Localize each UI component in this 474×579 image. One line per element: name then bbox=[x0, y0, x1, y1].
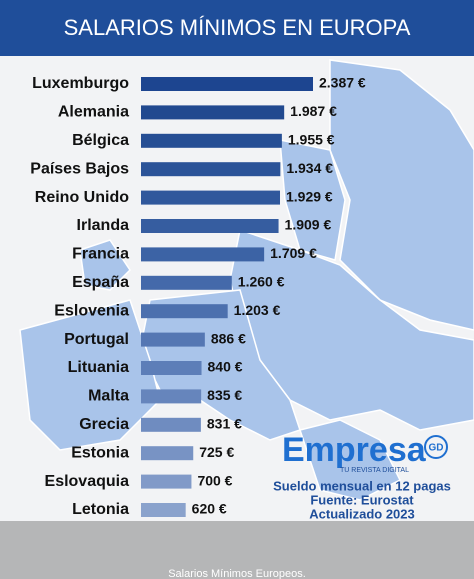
bar bbox=[141, 304, 228, 319]
value-label: 2.387 € bbox=[319, 75, 366, 91]
logo-tagline: TU REVISTA DIGITAL bbox=[340, 467, 409, 474]
bar bbox=[141, 77, 313, 91]
category-label: Estonia bbox=[71, 444, 129, 461]
title-band bbox=[0, 0, 474, 56]
category-label: Eslovenia bbox=[54, 302, 129, 319]
value-label: 831 € bbox=[207, 416, 242, 432]
category-label: Alemania bbox=[58, 104, 129, 121]
value-label: 1.934 € bbox=[286, 160, 333, 176]
bar bbox=[141, 417, 201, 432]
value-label: 886 € bbox=[211, 330, 246, 346]
value-label: 840 € bbox=[208, 359, 243, 375]
category-label: Reino Unido bbox=[35, 189, 129, 206]
value-label: 1.709 € bbox=[270, 245, 317, 261]
bar bbox=[141, 275, 232, 290]
value-label: 1.955 € bbox=[288, 132, 335, 148]
value-label: 725 € bbox=[199, 444, 234, 460]
bar bbox=[141, 162, 281, 177]
note: Fuente: Eurostat bbox=[310, 492, 414, 507]
note: Actualizado 2023 bbox=[309, 506, 415, 521]
category-label: Portugal bbox=[64, 331, 129, 348]
category-label: Países Bajos bbox=[30, 160, 129, 177]
bar bbox=[141, 219, 279, 233]
bar bbox=[141, 332, 205, 347]
logo-badge-ring bbox=[424, 435, 448, 459]
bar bbox=[141, 446, 194, 461]
chart-title: SALARIOS MÍNIMOS EN EUROPA bbox=[64, 15, 411, 40]
category-label: Irlanda bbox=[77, 217, 130, 234]
bar bbox=[141, 474, 192, 489]
caption-band bbox=[0, 521, 474, 579]
value-label: 700 € bbox=[197, 472, 232, 488]
category-label: Letonia bbox=[72, 501, 129, 518]
bar bbox=[141, 361, 202, 375]
value-label: 835 € bbox=[207, 387, 242, 403]
value-label: 1.987 € bbox=[290, 103, 337, 119]
bar bbox=[141, 190, 280, 205]
value-label: 1.929 € bbox=[286, 188, 333, 204]
bar bbox=[141, 105, 285, 120]
value-label: 1.260 € bbox=[238, 274, 285, 290]
value-label: 1.203 € bbox=[234, 302, 281, 318]
value-label: 620 € bbox=[192, 501, 227, 517]
category-label: Luxemburgo bbox=[32, 75, 129, 92]
category-label: Francia bbox=[72, 246, 129, 263]
category-label: Malta bbox=[88, 388, 129, 405]
logo-name: Empresa bbox=[282, 431, 427, 469]
value-label: 1.909 € bbox=[285, 217, 332, 233]
category-label: Lituania bbox=[68, 359, 129, 376]
bar bbox=[141, 247, 265, 262]
bar bbox=[141, 503, 186, 517]
map bbox=[19, 59, 474, 501]
category-label: España bbox=[72, 274, 129, 291]
category-label: Grecia bbox=[79, 416, 129, 433]
note: Sueldo mensual en 12 pagas bbox=[273, 478, 451, 493]
bar bbox=[141, 133, 282, 148]
category-label: Eslovaquia bbox=[45, 473, 130, 490]
bar bbox=[141, 389, 202, 404]
logo-badge: GD bbox=[429, 443, 444, 454]
category-label: Bélgica bbox=[72, 132, 129, 149]
caption: Salarios Mínimos Europeos. bbox=[168, 568, 306, 579]
